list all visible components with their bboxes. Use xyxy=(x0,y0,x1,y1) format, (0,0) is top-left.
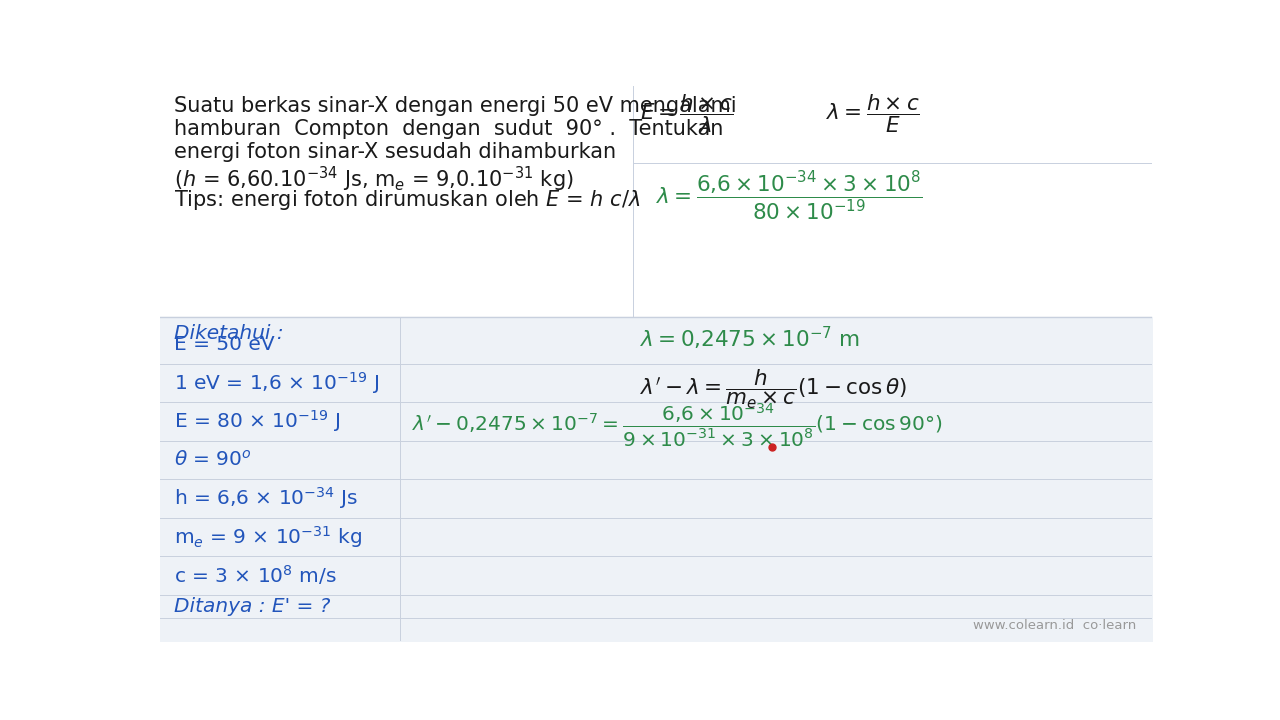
Text: Tips: energi foton dirumuskan oleh $E$ = $h$ $c$/$\lambda$: Tips: energi foton dirumuskan oleh $E$ =… xyxy=(174,188,640,212)
Text: c = 3 $\times$ 10$^8$ m/s: c = 3 $\times$ 10$^8$ m/s xyxy=(174,563,337,588)
Text: $\lambda = \dfrac{h \times c}{E}$: $\lambda = \dfrac{h \times c}{E}$ xyxy=(827,93,920,135)
Text: hamburan  Compton  dengan  sudut  90° .  Tentukan: hamburan Compton dengan sudut 90° . Tent… xyxy=(174,119,723,139)
Text: ($h$ = 6,60.10$^{-34}$ Js, m$_e$ = 9,0.10$^{-31}$ kg): ($h$ = 6,60.10$^{-34}$ Js, m$_e$ = 9,0.1… xyxy=(174,165,573,194)
Text: m$_e$ = 9 $\times$ 10$^{-31}$ kg: m$_e$ = 9 $\times$ 10$^{-31}$ kg xyxy=(174,524,362,550)
Text: Suatu berkas sinar-X dengan energi 50 eV mengalami: Suatu berkas sinar-X dengan energi 50 eV… xyxy=(174,96,736,116)
Text: $\lambda' - \lambda = \dfrac{h}{m_e \times c}(1 - \cos\theta)$: $\lambda' - \lambda = \dfrac{h}{m_e \tim… xyxy=(640,367,908,411)
Text: E = 50 eV: E = 50 eV xyxy=(174,335,275,354)
Text: E = 80 $\times$ 10$^{-19}$ J: E = 80 $\times$ 10$^{-19}$ J xyxy=(174,408,340,434)
Text: $\lambda = 0{,}2475 \times 10^{-7}$ m: $\lambda = 0{,}2475 \times 10^{-7}$ m xyxy=(640,325,860,352)
Text: energi foton sinar-X sesudah dihamburkan: energi foton sinar-X sesudah dihamburkan xyxy=(174,142,616,162)
Text: www.colearn.id  co·learn: www.colearn.id co·learn xyxy=(973,618,1137,631)
Text: h = 6,6 $\times$ 10$^{-34}$ Js: h = 6,6 $\times$ 10$^{-34}$ Js xyxy=(174,485,358,511)
Text: $\lambda = \dfrac{6{,}6 \times 10^{-34} \times 3 \times 10^{8}}{80 \times 10^{-1: $\lambda = \dfrac{6{,}6 \times 10^{-34} … xyxy=(657,169,923,223)
Text: Ditanya : E' = ?: Ditanya : E' = ? xyxy=(174,597,330,616)
Text: $\theta$ = 90$^o$: $\theta$ = 90$^o$ xyxy=(174,450,252,470)
Text: Diketahui :: Diketahui : xyxy=(174,323,284,343)
Text: $\lambda' - 0{,}2475 \times 10^{-7} = \dfrac{6{,}6 \times 10^{-34}}{9 \times 10^: $\lambda' - 0{,}2475 \times 10^{-7} = \d… xyxy=(412,401,942,449)
Text: 1 eV = 1,6 $\times$ 10$^{-19}$ J: 1 eV = 1,6 $\times$ 10$^{-19}$ J xyxy=(174,370,379,396)
Text: $E = \dfrac{h \times c}{\lambda}$: $E = \dfrac{h \times c}{\lambda}$ xyxy=(640,93,735,135)
